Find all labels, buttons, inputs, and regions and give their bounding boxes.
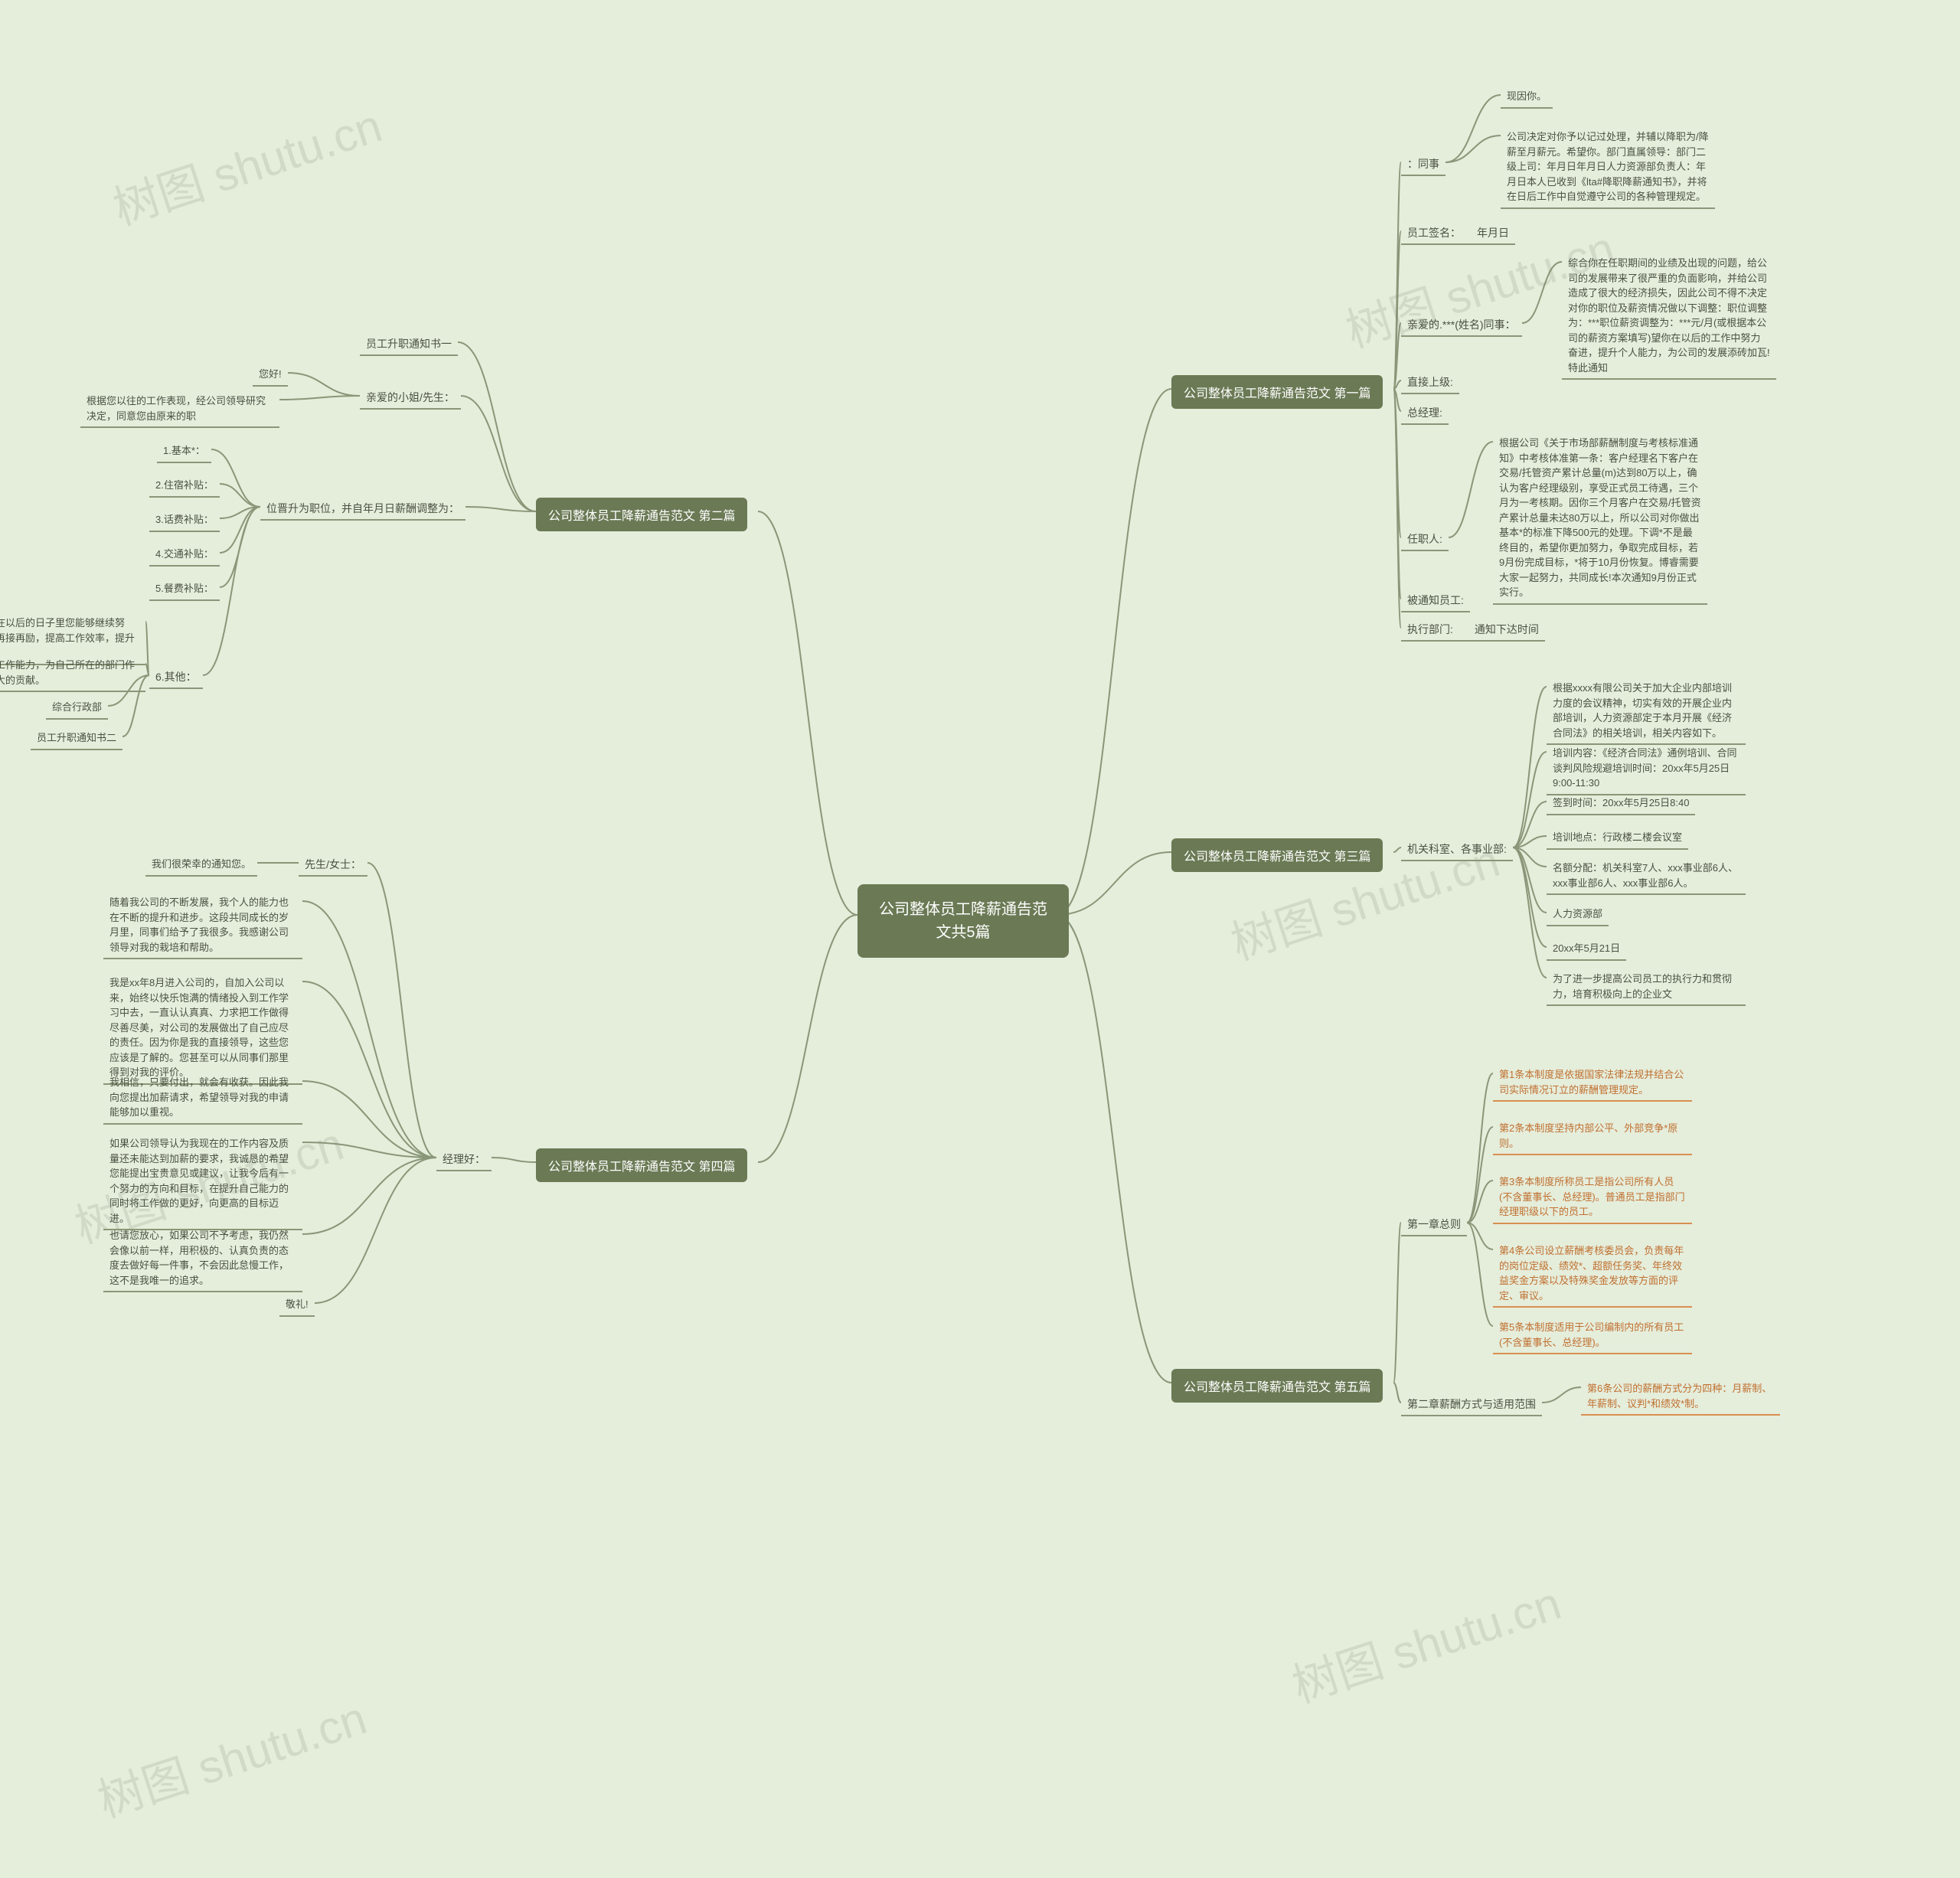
leaf-node: 签到时间：20xx年5月25日8:40 xyxy=(1547,792,1695,815)
leaf-node: 3.话费补贴： xyxy=(149,509,220,532)
sub-node: 亲爱的小姐/先生： xyxy=(360,387,461,410)
leaf-node: 我们很荣幸的通知您。 xyxy=(145,854,257,877)
leaf-node: 培训内容：《经济合同法》通例培训、合同谈判风险规避培训时间：20xx年5月25日… xyxy=(1547,743,1746,795)
branch-node: 公司整体员工降薪通告范文 第二篇 xyxy=(536,498,747,531)
sub-node: 第二章薪酬方式与适用范围 xyxy=(1401,1393,1542,1416)
leaf-node: 名额分配：机关科室7人、xxx事业部6人、xxx事业部6人、xxx事业部6人。 xyxy=(1547,857,1746,895)
sub-node: 先生/女士： xyxy=(299,854,368,877)
leaf-node: 培训地点：行政楼二楼会议室 xyxy=(1547,827,1688,850)
sub-node: 经理好： xyxy=(436,1148,492,1171)
leaf-node: 如果公司领导认为我现在的工作内容及质量还未能达到加薪的要求，我诚恳的希望您能提出… xyxy=(103,1133,302,1230)
leaf-node: 5.餐费补贴： xyxy=(149,578,220,601)
sub-node: 执行部门: 通知下达时间 xyxy=(1401,619,1545,642)
leaf-node: 员工升职通知书二 xyxy=(31,727,122,750)
sub-node: 总经理: xyxy=(1401,402,1449,425)
sub-node: 6.其他： xyxy=(149,666,203,689)
leaf-node: 己的工作能力，为自己所在的部门作出更大的贡献。 xyxy=(0,655,145,692)
branch-node: 公司整体员工降薪通告范文 第五篇 xyxy=(1171,1369,1383,1403)
leaf-node: 公司决定对你予以记过处理，并辅以降职为/降薪至月薪元。希望你。部门直属领导：部门… xyxy=(1501,126,1715,209)
branch-node: 公司整体员工降薪通告范文 第一篇 xyxy=(1171,375,1383,409)
sub-node: 员工签名： 年月日 xyxy=(1401,222,1515,245)
sub-node: 位晋升为职位，并自年月日薪酬调整为： xyxy=(260,498,466,521)
root-node: 公司整体员工降薪通告范 文共5篇 xyxy=(858,884,1069,958)
leaf-node: 第6条公司的薪酬方式分为四种：月薪制、年薪制、议判*和绩效*制。 xyxy=(1581,1378,1780,1416)
branch-node: 公司整体员工降薪通告范文 第三篇 xyxy=(1171,838,1383,872)
leaf-node: 我是xx年8月进入公司的，自加入公司以来，始终以快乐饱满的情绪投入到工作学习中去… xyxy=(103,972,302,1085)
leaf-node: 第1条本制度是依据国家法律法规并结合公司实际情况订立的薪酬管理规定。 xyxy=(1493,1064,1692,1102)
leaf-node: 第3条本制度所称员工是指公司所有人员(不含董事长、总经理)。普通员工是指部门经理… xyxy=(1493,1171,1692,1224)
watermark: 树图 shutu.cn xyxy=(88,1681,374,1831)
leaf-node: 也请您放心，如果公司不予考虑，我仍然会像以前一样，用积极的、认真负责的态度去做好… xyxy=(103,1225,302,1292)
sub-node: 直接上级: xyxy=(1401,371,1459,394)
leaf-node: 随着我公司的不断发展，我个人的能力也在不断的提升和进步。这段共同成长的岁月里，同… xyxy=(103,892,302,959)
leaf-node: 4.交通补贴： xyxy=(149,544,220,567)
leaf-node: 我相信，只要付出，就会有收获。因此我向您提出加薪请求，希望领导对我的申请能够加以… xyxy=(103,1072,302,1125)
sub-node: 员工升职通知书一 xyxy=(360,333,458,356)
leaf-node: 您好! xyxy=(253,364,288,387)
leaf-node: 20xx年5月21日 xyxy=(1547,938,1626,961)
leaf-node: 第5条本制度适用于公司编制内的所有员工(不含董事长、总经理)。 xyxy=(1493,1317,1692,1354)
leaf-node: 第2条本制度坚持内部公平、外部竞争*原则。 xyxy=(1493,1118,1692,1155)
sub-node: 亲爱的.***(姓名)同事： xyxy=(1401,314,1522,337)
watermark: 树图 shutu.cn xyxy=(103,89,389,238)
leaf-node: 根据您以往的工作表现，经公司领导研究决定，同意您由原来的职 xyxy=(80,390,279,428)
branch-node: 公司整体员工降薪通告范文 第四篇 xyxy=(536,1148,747,1182)
leaf-node: 1.基本*： xyxy=(157,440,211,463)
sub-node: ：同事 xyxy=(1401,153,1446,176)
watermark: 树图 shutu.cn xyxy=(1282,1566,1568,1716)
sub-node: 第一章总则 xyxy=(1401,1213,1467,1236)
leaf-node: 根据公司《关于市场部薪酬制度与考核标准通知》中考核体准第一条：客户经理名下客户在… xyxy=(1493,433,1707,605)
leaf-node: 现因你。 xyxy=(1501,86,1553,109)
leaf-node: 第4条公司设立薪酬考核委员会，负责每年的岗位定级、绩效*、超额任务奖、年终效益奖… xyxy=(1493,1240,1692,1308)
leaf-node: 2.住宿补贴： xyxy=(149,475,220,498)
sub-node: 任职人: xyxy=(1401,528,1449,551)
leaf-node: 人力资源部 xyxy=(1547,903,1609,926)
leaf-node: 综合行政部 xyxy=(46,697,108,720)
leaf-node: 敬礼! xyxy=(279,1294,315,1317)
sub-node: 被通知员工: xyxy=(1401,590,1470,612)
sub-node: 机关科室、各事业部: xyxy=(1401,838,1513,861)
leaf-node: 为了进一步提高公司员工的执行力和贯彻力，培育积极向上的企业文 xyxy=(1547,968,1746,1006)
leaf-node: 综合你在任职期间的业绩及出现的问题，给公司的发展带来了很严重的负面影响，并给公司… xyxy=(1562,253,1776,380)
leaf-node: 根据xxxx有限公司关于加大企业内部培训力度的会议精神，切实有效的开展企业内部培… xyxy=(1547,678,1746,745)
